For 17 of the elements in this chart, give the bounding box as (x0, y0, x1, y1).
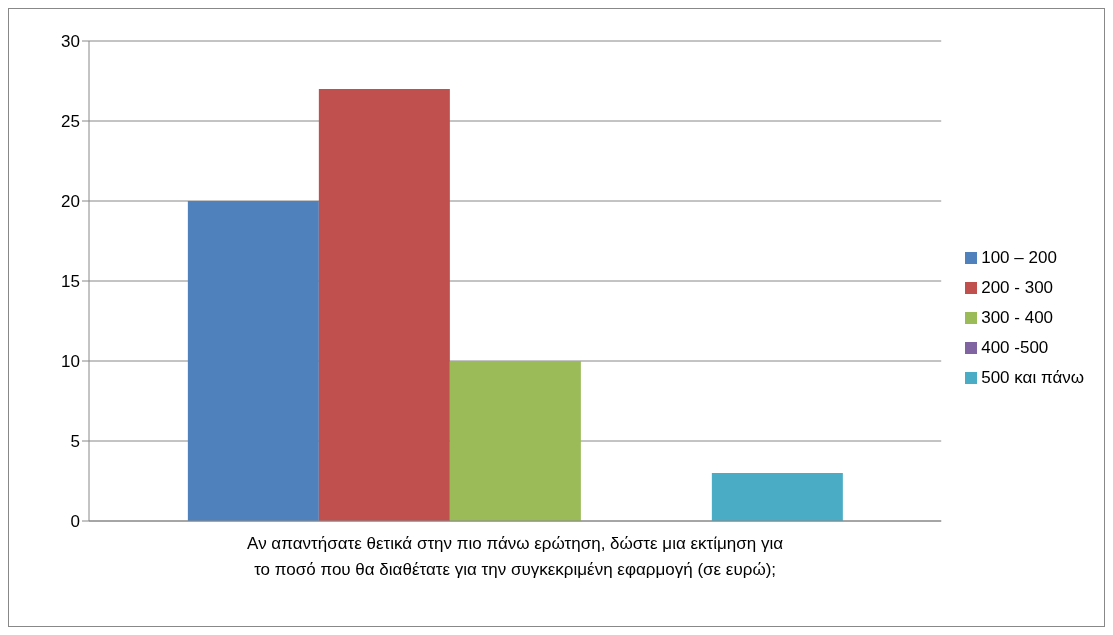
bar (711, 473, 843, 521)
y-tick-label: 30 (61, 32, 80, 52)
legend-label: 200 - 300 (981, 277, 1054, 297)
bar (449, 361, 581, 521)
legend-label: 400 -500 (981, 337, 1049, 357)
y-tick-label: 15 (61, 272, 80, 292)
y-tick-label: 5 (70, 432, 80, 452)
x-tick-label: Αν απαντήσατε θετικά στην πιο πάνω ερώτηση, δώστε μια εκτίμηση για το ποσό που θα διαθέτατε για την συγκεκριμένη εφαρμογή (σε ευρώ); (247, 534, 784, 579)
y-tick-label: 0 (70, 512, 80, 532)
legend-label: 500 και πάνω (981, 367, 1084, 387)
bar (187, 201, 319, 521)
y-tick-label: 20 (61, 192, 80, 212)
legend-label: 300 - 400 (981, 307, 1054, 327)
y-tick-label: 10 (61, 352, 80, 372)
bar (318, 89, 450, 521)
legend-label: 100 – 200 (981, 247, 1057, 267)
y-tick-label: 25 (61, 112, 80, 132)
